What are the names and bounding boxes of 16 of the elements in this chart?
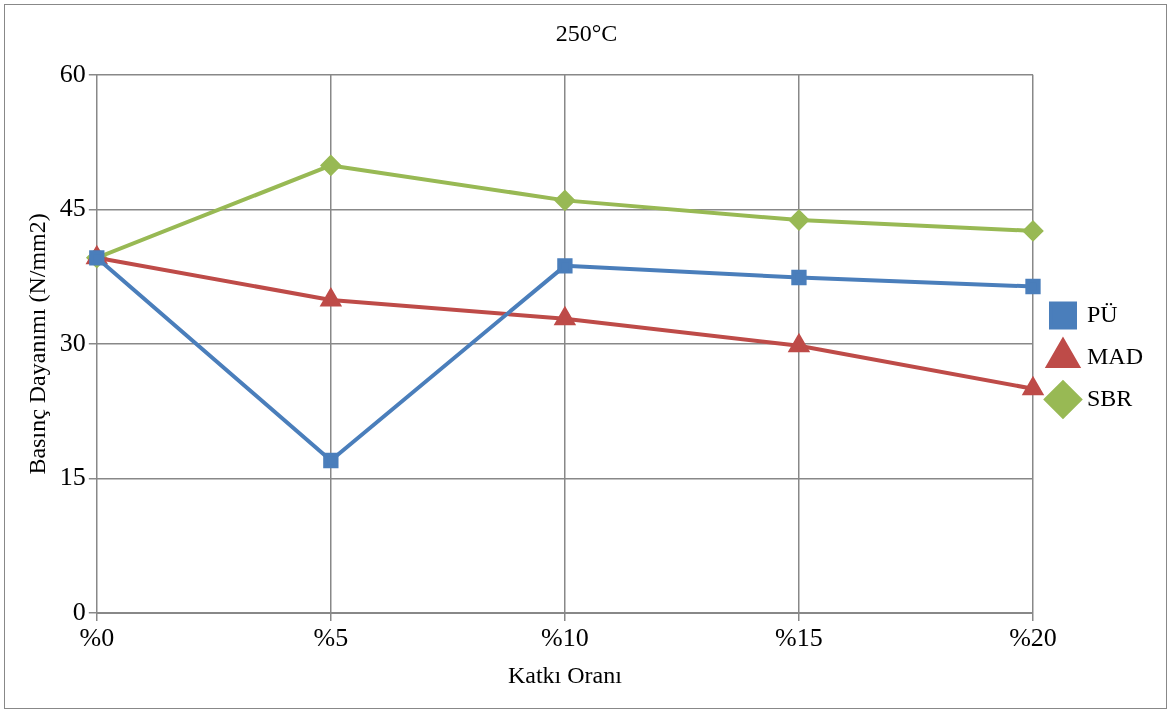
legend-label: MAD xyxy=(1087,342,1144,369)
y-tick-label: 30 xyxy=(59,327,86,357)
x-tick-label: %10 xyxy=(541,623,589,653)
x-tick-label: %20 xyxy=(1009,623,1057,653)
x-tick-label: %0 xyxy=(79,623,115,653)
y-tick-label: 45 xyxy=(59,193,86,223)
legend-label: PÜ xyxy=(1087,300,1118,327)
x-tick-label: %15 xyxy=(775,623,823,653)
y-tick-label: 60 xyxy=(59,58,86,88)
chart-title: 250°C xyxy=(555,19,618,46)
y-tick-label: 15 xyxy=(59,462,86,492)
x-axis-title: Katkı Oranı xyxy=(507,661,623,688)
legend-label: SBR xyxy=(1087,384,1133,411)
x-tick-label: %5 xyxy=(313,623,349,653)
y-axis-title: Basınç Dayanımı (N/mm2) xyxy=(23,213,50,475)
y-tick-label: 0 xyxy=(72,596,86,626)
